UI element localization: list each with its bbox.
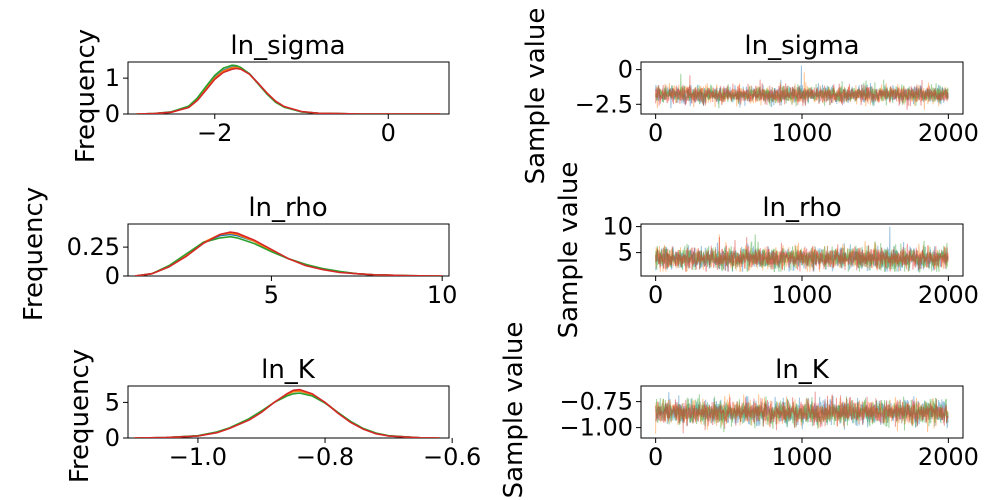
- density-series-3: [134, 235, 443, 276]
- ln-sigma-density-frame: [127, 61, 450, 115]
- x-tick-label: 2000: [918, 281, 979, 309]
- ln-sigma-density-ylabel: Frequency: [71, 29, 101, 163]
- y-tick-label: −2.5: [575, 90, 633, 118]
- trace-series-3: [655, 234, 949, 274]
- ln-k-trace-ylabel: Sample value: [499, 322, 529, 499]
- trace-series-2: [655, 393, 949, 434]
- y-tick-label: 5: [618, 239, 633, 267]
- x-tick-label: 2000: [918, 443, 979, 471]
- plot-area: [655, 391, 949, 434]
- density-series-2: [134, 390, 440, 438]
- trace-series-4: [655, 391, 949, 434]
- ln-rho-trace-ylabel: Sample value: [554, 162, 584, 339]
- x-tick-label: 0: [648, 443, 663, 471]
- ln-sigma-trace-panel: ln_sigma Sample value 0 1000 2000 0 −2.5: [521, 8, 979, 185]
- density-series-3: [134, 392, 440, 438]
- ln-sigma-density-title: ln_sigma: [230, 31, 345, 61]
- trace-series-3: [655, 73, 949, 109]
- x-tick-label: −0.6: [423, 443, 481, 471]
- ln-k-trace-panel: ln_K Sample value 0 1000 2000 −0.75−1.00: [499, 322, 979, 499]
- y-tick-label: 1: [105, 64, 120, 92]
- x-tick-label: −0.8: [296, 443, 354, 471]
- x-tick-label: 5: [264, 281, 279, 309]
- x-tick-label: 10: [427, 281, 458, 309]
- ln-k-density-ylabel: Frequency: [65, 349, 95, 483]
- trace-series-4: [655, 75, 949, 110]
- ln-k-density-frame: [127, 385, 450, 439]
- trace-series-3: [655, 394, 949, 433]
- ln-k-density-panel: ln_K Frequency −1.0 −0.8 −0.6 0 5: [65, 349, 481, 483]
- y-tick-label: 0: [105, 100, 120, 128]
- ln-rho-density-panel: ln_rho Frequency 5 10 00.25: [19, 187, 457, 321]
- density-series-4: [134, 388, 440, 438]
- plot-area: [655, 226, 949, 274]
- ln-sigma-trace-title: ln_sigma: [744, 31, 859, 61]
- density-series-1: [134, 233, 443, 276]
- x-tick-label: 2000: [918, 119, 979, 147]
- y-tick-label: −0.75: [559, 388, 633, 416]
- plot-area: [134, 388, 440, 438]
- density-series-4: [134, 231, 443, 276]
- trace-series-1: [655, 226, 949, 272]
- density-series-4: [136, 67, 441, 114]
- x-tick-label: 1000: [771, 119, 832, 147]
- y-tick-label: 0: [105, 424, 120, 452]
- ln-sigma-trace-ylabel: Sample value: [521, 8, 551, 185]
- ln-sigma-density-panel: ln_sigma Frequency −2 0 0 1: [71, 29, 450, 163]
- trace-series-2: [655, 234, 949, 272]
- ln-rho-trace-title: ln_rho: [762, 193, 841, 223]
- y-tick-label: 10: [602, 213, 633, 241]
- density-series-1: [136, 65, 441, 114]
- ln-rho-density-frame: [127, 223, 450, 277]
- x-tick-label: −1.0: [169, 443, 227, 471]
- y-tick-label: 0.25: [67, 233, 120, 261]
- trace-series-4: [655, 236, 949, 272]
- ln-rho-density-title: ln_rho: [248, 193, 327, 223]
- density-series-2: [134, 232, 443, 276]
- density-series-3: [136, 64, 441, 114]
- y-tick-label: 0: [618, 56, 633, 84]
- y-tick-label: 0: [105, 262, 120, 290]
- x-tick-label: 0: [648, 119, 663, 147]
- x-tick-label: 0: [381, 119, 396, 147]
- x-tick-label: 1000: [771, 443, 832, 471]
- x-tick-label: 0: [648, 281, 663, 309]
- x-tick-label: 1000: [771, 281, 832, 309]
- trace-series-1: [655, 65, 949, 109]
- y-tick-label: −1.00: [559, 414, 633, 442]
- plot-area: [655, 65, 949, 110]
- y-tick-label: 5: [105, 388, 120, 416]
- plot-area: [136, 64, 441, 114]
- ln-k-trace-title: ln_K: [775, 355, 830, 385]
- ln-rho-density-ylabel: Frequency: [19, 187, 49, 321]
- trace-series-2: [655, 72, 949, 110]
- ln-rho-trace-panel: ln_rho Sample value 0 1000 2000 510: [554, 162, 979, 339]
- density-series-1: [134, 390, 440, 438]
- plot-area: [134, 231, 443, 276]
- trace-series-1: [655, 392, 949, 430]
- x-tick-label: −2: [197, 119, 232, 147]
- ln-k-density-title: ln_K: [261, 355, 316, 385]
